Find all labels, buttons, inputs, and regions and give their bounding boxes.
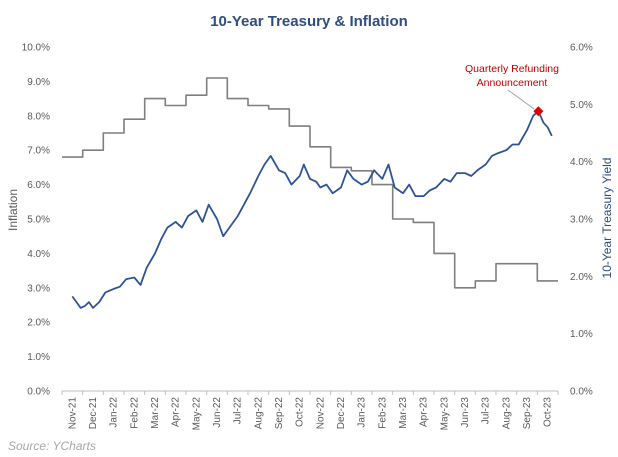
y-left-tick-label: 5.0% [27, 215, 50, 226]
annotation-line2: Announcement [477, 77, 548, 89]
x-tick-label: Nov-22 [315, 397, 326, 430]
x-tick-label: Sep-22 [274, 397, 285, 430]
y-left-tick-label: 3.0% [27, 283, 50, 294]
x-tick-label: Jun-23 [460, 397, 471, 428]
x-tick-label: Jul-23 [481, 397, 492, 425]
x-tick-label: Feb-23 [377, 397, 388, 429]
y-right-tick-label: 5.0% [570, 100, 593, 111]
y-left-tick-label: 4.0% [27, 249, 50, 260]
plot-area: Nov-21 Dec-21 Jan-22 Feb-22 Mar-22 Apr-22 May-… [22, 43, 593, 431]
y-right-tick-label: 1.0% [570, 329, 593, 340]
source-note: Source: YCharts [8, 439, 96, 453]
y-left-tick-label: 10.0% [22, 43, 50, 54]
y-left-tick-label: 0.0% [27, 387, 50, 398]
x-tick-label: Apr-23 [419, 397, 430, 427]
x-tick-label: Jan-23 [357, 397, 368, 428]
x-tick-label: Nov-21 [67, 397, 78, 430]
x-tick-label: Mar-23 [398, 397, 409, 429]
inflation-line [62, 77, 558, 289]
annotation-marker [533, 106, 544, 117]
y-left-tick-label: 2.0% [27, 318, 50, 329]
x-tick-label: Oct-23 [543, 397, 554, 427]
annotation-line1: Quarterly Refunding [465, 63, 559, 75]
y-axis-right-title: 10-Year Treasury Yield [600, 158, 614, 279]
y-right-tick-label: 3.0% [570, 215, 593, 226]
x-tick-label: Aug-22 [253, 397, 264, 430]
x-tick-label: Dec-21 [88, 397, 99, 430]
y-right-tick-label: 6.0% [570, 43, 593, 54]
x-tick-label: Apr-22 [171, 397, 182, 427]
x-tick-label: Feb-22 [129, 397, 140, 429]
y-left-tick-label: 7.0% [27, 146, 50, 157]
treasury-yield-line [71, 110, 553, 309]
y-left-tick-label: 1.0% [27, 352, 50, 363]
x-tick-label: Jul-22 [233, 397, 244, 425]
x-tick-label: Mar-22 [150, 397, 161, 429]
y-right-tick-label: 4.0% [570, 157, 593, 168]
y-axis-left-title: Inflation [6, 189, 20, 231]
y-left-tick-label: 8.0% [27, 111, 50, 122]
x-tick-label: May-23 [439, 397, 450, 431]
x-tick-label: Oct-22 [295, 397, 306, 427]
x-tick-label: Sep-23 [522, 397, 533, 430]
y-right-tick-label: 2.0% [570, 272, 593, 283]
x-tick-label: Dec-22 [336, 397, 347, 430]
chart-title: 10-Year Treasury & Inflation [210, 13, 408, 30]
x-tick-label: Aug-23 [501, 397, 512, 430]
x-tick-label: Jan-22 [109, 397, 120, 428]
y-right-tick-label: 0.0% [570, 387, 593, 398]
x-tick-label: May-22 [191, 397, 202, 431]
annotation-leader-line [507, 89, 535, 110]
x-tick-label: Jun-22 [212, 397, 223, 428]
y-left-tick-label: 6.0% [27, 180, 50, 191]
y-left-tick-label: 9.0% [27, 77, 50, 88]
